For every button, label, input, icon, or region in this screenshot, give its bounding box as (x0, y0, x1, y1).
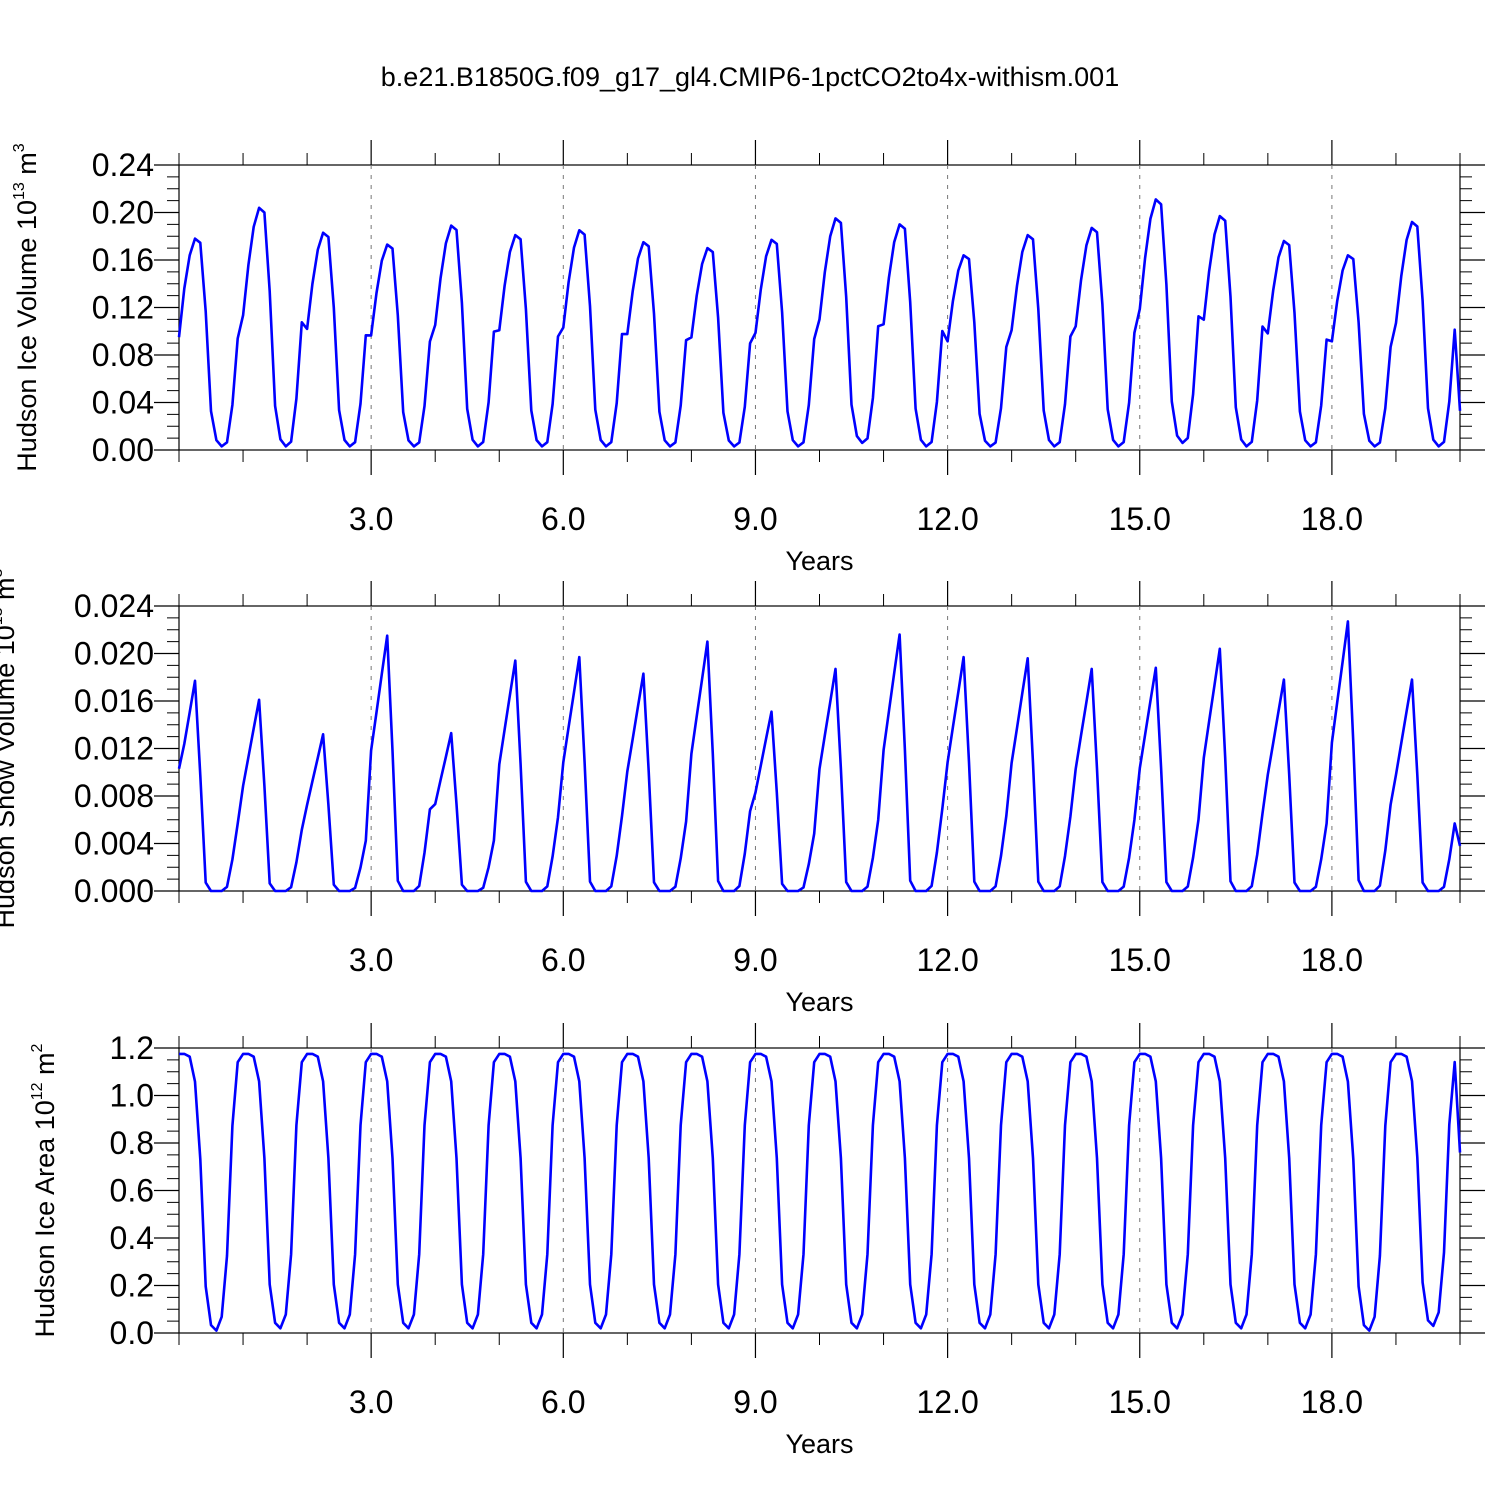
x-tick-label: 3.0 (349, 1384, 393, 1420)
y-tick-label: 0.2 (110, 1268, 154, 1304)
x-axis-label: Years (785, 546, 853, 576)
series-line (177, 620, 1462, 893)
y-tick-label: 0.4 (110, 1220, 154, 1256)
y-tick-label: 0.020 (74, 636, 154, 672)
y-tick-label: 1.0 (110, 1078, 154, 1114)
x-tick-label: 3.0 (349, 501, 393, 537)
y-tick-label: 0.016 (74, 683, 154, 719)
series-line (177, 198, 1462, 448)
y-tick-label: 0.004 (74, 826, 154, 862)
y-tick-label: 0.20 (92, 195, 154, 231)
y-tick-label: 0.16 (92, 242, 154, 278)
chart-panel-2: 0.000 0.004 0.008 0.012 0.016 0.020 0.024 3.0 6.… (0, 568, 1485, 1017)
x-tick-label: 6.0 (541, 942, 585, 978)
y-tick-label: 0.6 (110, 1173, 154, 1209)
x-tick-label: 9.0 (733, 1384, 777, 1420)
x-tick-label: 3.0 (349, 942, 393, 978)
y-tick-label: 0.000 (74, 873, 154, 909)
x-axis-label: Years (785, 987, 853, 1017)
x-tick-label: 9.0 (733, 942, 777, 978)
x-tick-label: 6.0 (541, 1384, 585, 1420)
x-axis-label: Years (785, 1429, 853, 1459)
x-tick-label: 15.0 (1109, 942, 1171, 978)
y-tick-label: 0.008 (74, 778, 154, 814)
y-tick-label: 0.24 (92, 147, 154, 183)
x-tick-label: 9.0 (733, 501, 777, 537)
y-tick-label: 0.00 (92, 432, 154, 468)
y-axis-label: Hudson Ice Volume 1013 m3 (11, 143, 42, 471)
x-tick-label: 12.0 (916, 942, 978, 978)
x-tick-label: 18.0 (1301, 1384, 1363, 1420)
chart-panel-1: 0.00 0.04 0.08 0.12 0.16 0.20 0.24 3.0 6.0 9.0 12.… (11, 140, 1485, 576)
y-tick-label: 0.0 (110, 1315, 154, 1351)
y-tick-label: 1.2 (110, 1030, 154, 1066)
x-tick-label: 12.0 (916, 501, 978, 537)
x-tick-label: 6.0 (541, 501, 585, 537)
y-tick-label: 0.12 (92, 290, 154, 326)
x-tick-label: 18.0 (1301, 501, 1363, 537)
series-line (179, 1052, 1462, 1332)
y-tick-label: 0.012 (74, 731, 154, 767)
x-tick-label: 15.0 (1109, 501, 1171, 537)
y-tick-label: 0.04 (92, 385, 154, 421)
y-tick-label: 0.8 (110, 1125, 154, 1161)
x-tick-label: 12.0 (916, 1384, 978, 1420)
y-axis-label: Hudson Ice Area 1012 m2 (29, 1043, 60, 1337)
figure-title: b.e21.B1850G.f09_g17_gl4.CMIP6-1pctCO2to… (380, 62, 1120, 92)
x-tick-label: 15.0 (1109, 1384, 1171, 1420)
chart-panel-3: 0.0 0.2 0.4 0.6 0.8 1.0 1.2 3.0 6.0 9.0 12.0 15.0 18… (29, 1023, 1485, 1459)
y-tick-label: 0.08 (92, 337, 154, 373)
y-tick-label: 0.024 (74, 588, 154, 624)
x-tick-label: 18.0 (1301, 942, 1363, 978)
y-axis-label: Hudson Snow Volume 1013 m3 (0, 568, 20, 928)
